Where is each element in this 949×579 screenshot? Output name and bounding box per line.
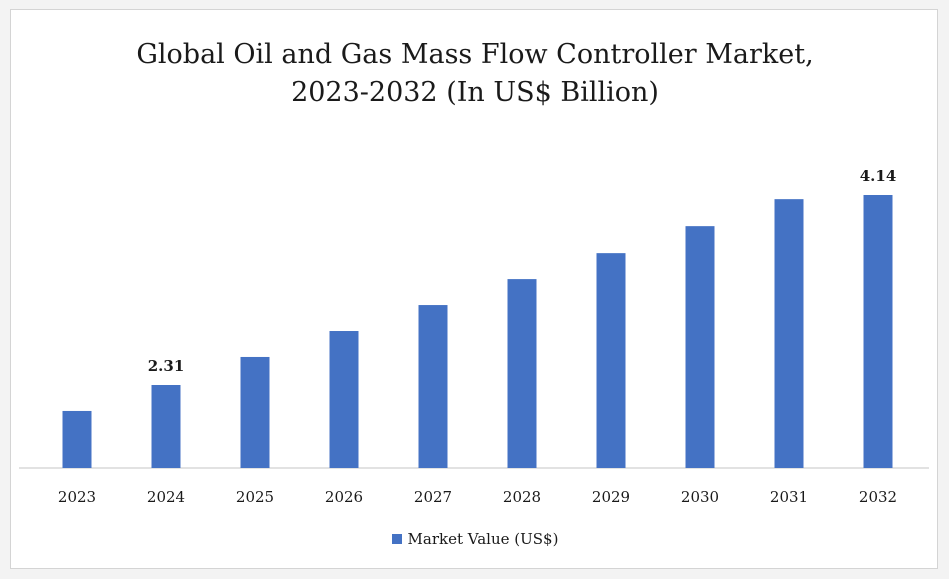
x-tick-label-2028: 2028 xyxy=(503,488,541,506)
x-tick-label-2025: 2025 xyxy=(236,488,274,506)
data-label-2024: 2.31 xyxy=(148,357,185,375)
x-tick-label-2031: 2031 xyxy=(770,488,808,506)
x-tick-label-2029: 2029 xyxy=(592,488,630,506)
chart-title-line-1: Global Oil and Gas Mass Flow Controller … xyxy=(136,39,814,70)
bar-2024 xyxy=(151,385,181,468)
bar-2031 xyxy=(774,199,804,468)
bar-2025 xyxy=(240,356,270,468)
data-label-2032: 4.14 xyxy=(860,167,897,185)
legend-label: Market Value (US$) xyxy=(407,530,559,548)
x-tick-label-2027: 2027 xyxy=(414,488,452,506)
x-tick-label-2030: 2030 xyxy=(681,488,719,506)
x-tick-label-2026: 2026 xyxy=(325,488,363,506)
x-tick-label-2023: 2023 xyxy=(58,488,96,506)
bar-2023 xyxy=(62,410,92,468)
bar-2032 xyxy=(863,195,893,468)
bar-2029 xyxy=(596,253,626,468)
bar-2030 xyxy=(685,226,715,468)
chart-title: Global Oil and Gas Mass Flow Controller … xyxy=(11,36,939,112)
bar-2028 xyxy=(507,279,537,468)
chart-title-line-2: 2023-2032 (In US$ Billion) xyxy=(291,77,659,108)
bar-2026 xyxy=(329,331,359,468)
chart-frame: Global Oil and Gas Mass Flow Controller … xyxy=(10,9,938,569)
bar-chart: 2023 2024 2.31 2025 2026 2027 2028 2029 2030 2031… xyxy=(19,167,929,506)
x-tick-label-2024: 2024 xyxy=(147,488,185,506)
x-tick-label-2032: 2032 xyxy=(859,488,897,506)
bar-2027 xyxy=(418,305,448,468)
legend: Market Value (US$) xyxy=(11,530,939,548)
legend-swatch xyxy=(391,534,402,544)
